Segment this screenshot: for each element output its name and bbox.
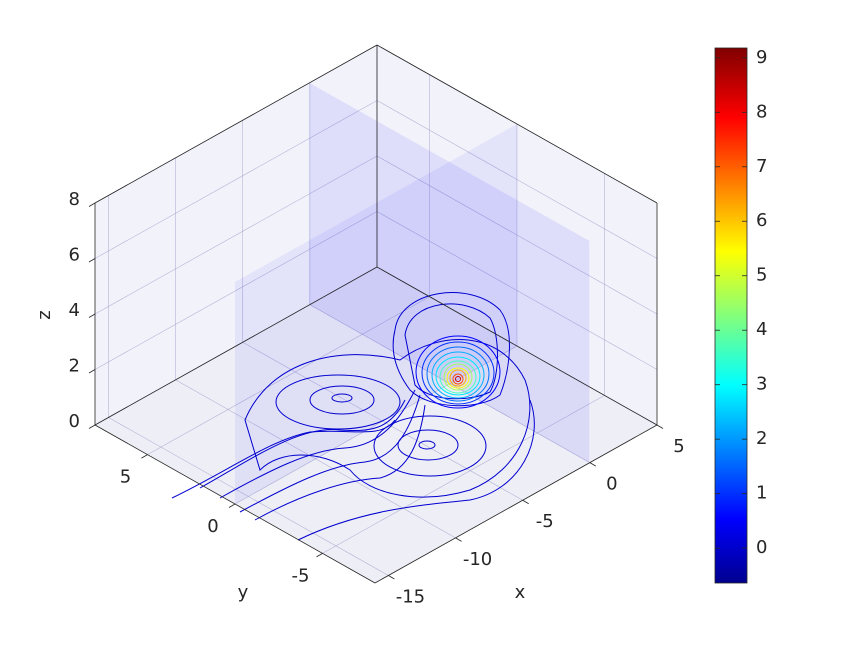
y-axis-label: y [238,582,249,603]
contour-line [254,404,426,521]
contour-line [421,341,495,405]
y-tick [228,503,236,508]
z-tick-label: 6 [69,245,80,266]
box-edge [376,44,658,204]
x-tick-label: -10 [463,549,492,570]
z-tick [88,258,96,263]
slice-plane [309,82,590,463]
grid-line [322,395,605,554]
box-edge [374,424,658,584]
x-axis-label: x [515,582,526,603]
x-tick [522,499,529,505]
contour-line [392,292,510,407]
contour-line [219,389,416,499]
grid-line [147,296,430,455]
colorbar-tick-label: 9 [756,47,767,68]
z-tick [88,313,96,318]
colorbar-tick-label: 3 [756,374,767,395]
x-tick-label: 5 [673,436,684,457]
contour-line [404,303,498,400]
z-tick [88,369,96,374]
colorbar [714,47,748,584]
box-edge [376,266,658,426]
contour-line [275,374,401,430]
contour-line [309,385,375,415]
contour-line [455,376,461,382]
colorbar-tick-label: 4 [756,319,767,340]
contour-line [415,335,501,409]
box-edge [94,44,378,204]
z-tick-label: 0 [69,411,80,432]
z-tick-label: 2 [69,356,80,377]
colorbar-ticks: 0 1 2 3 4 5 6 7 8 9 [715,47,767,558]
z-axis-label: z [34,310,55,319]
contour-line [449,369,467,387]
box-edge [94,266,378,426]
slice-planes [235,82,590,504]
x-tick-label: -15 [396,586,425,607]
contour-line [297,399,535,541]
contour-line [452,373,464,385]
colorbar-tick-label: 6 [756,210,767,231]
contour-line [431,351,485,399]
contour-line [244,339,531,498]
contour-line [443,363,473,391]
x-tick [589,462,597,467]
contour-line [373,415,487,477]
contour-line [426,346,490,402]
contours [171,292,535,541]
contour-line [171,419,396,499]
z-tick [88,202,96,207]
grid-line [234,345,518,505]
y-tick-label: -5 [292,565,310,586]
contour-line [331,393,353,403]
y-tick [141,454,148,459]
contour-line [435,356,481,396]
x-tick [656,424,664,429]
colorbar-tick-label: 2 [756,428,767,449]
colorbar-tick-label: 0 [756,537,767,558]
axis-labels: x y z -15 -10 -5 0 5 -5 0 5 0 2 4 6 8 [34,189,685,607]
grid-line [94,100,378,259]
contour-line [439,360,477,394]
y-tick-label: 5 [120,467,131,488]
contour-line [446,367,470,389]
slice-plane [235,124,517,504]
colorbar-tick-label: 7 [756,156,767,177]
contour-line [239,394,421,513]
contour-line [418,440,436,450]
grid-line [376,155,658,315]
y-tick [316,553,323,558]
colorbar-tick-label: 1 [756,483,767,504]
x-tick [388,575,395,580]
axes-box [88,44,664,584]
x-tick [455,537,462,542]
z-tick-label: 8 [69,189,80,210]
colorbar-tick-label: 8 [756,101,767,122]
x-tick-label: -5 [536,511,554,532]
grid-line [94,211,378,370]
contour-line [199,399,406,489]
grid-line [94,155,378,315]
z-tick [88,424,96,429]
z-tick-label: 4 [69,300,80,321]
x-tick-label: 0 [606,474,617,495]
grid-line [376,211,658,370]
colorbar-tick-label: 5 [756,265,767,286]
y-tick-label: 0 [207,516,218,537]
contour-line [397,429,459,461]
grid-line [376,100,658,259]
